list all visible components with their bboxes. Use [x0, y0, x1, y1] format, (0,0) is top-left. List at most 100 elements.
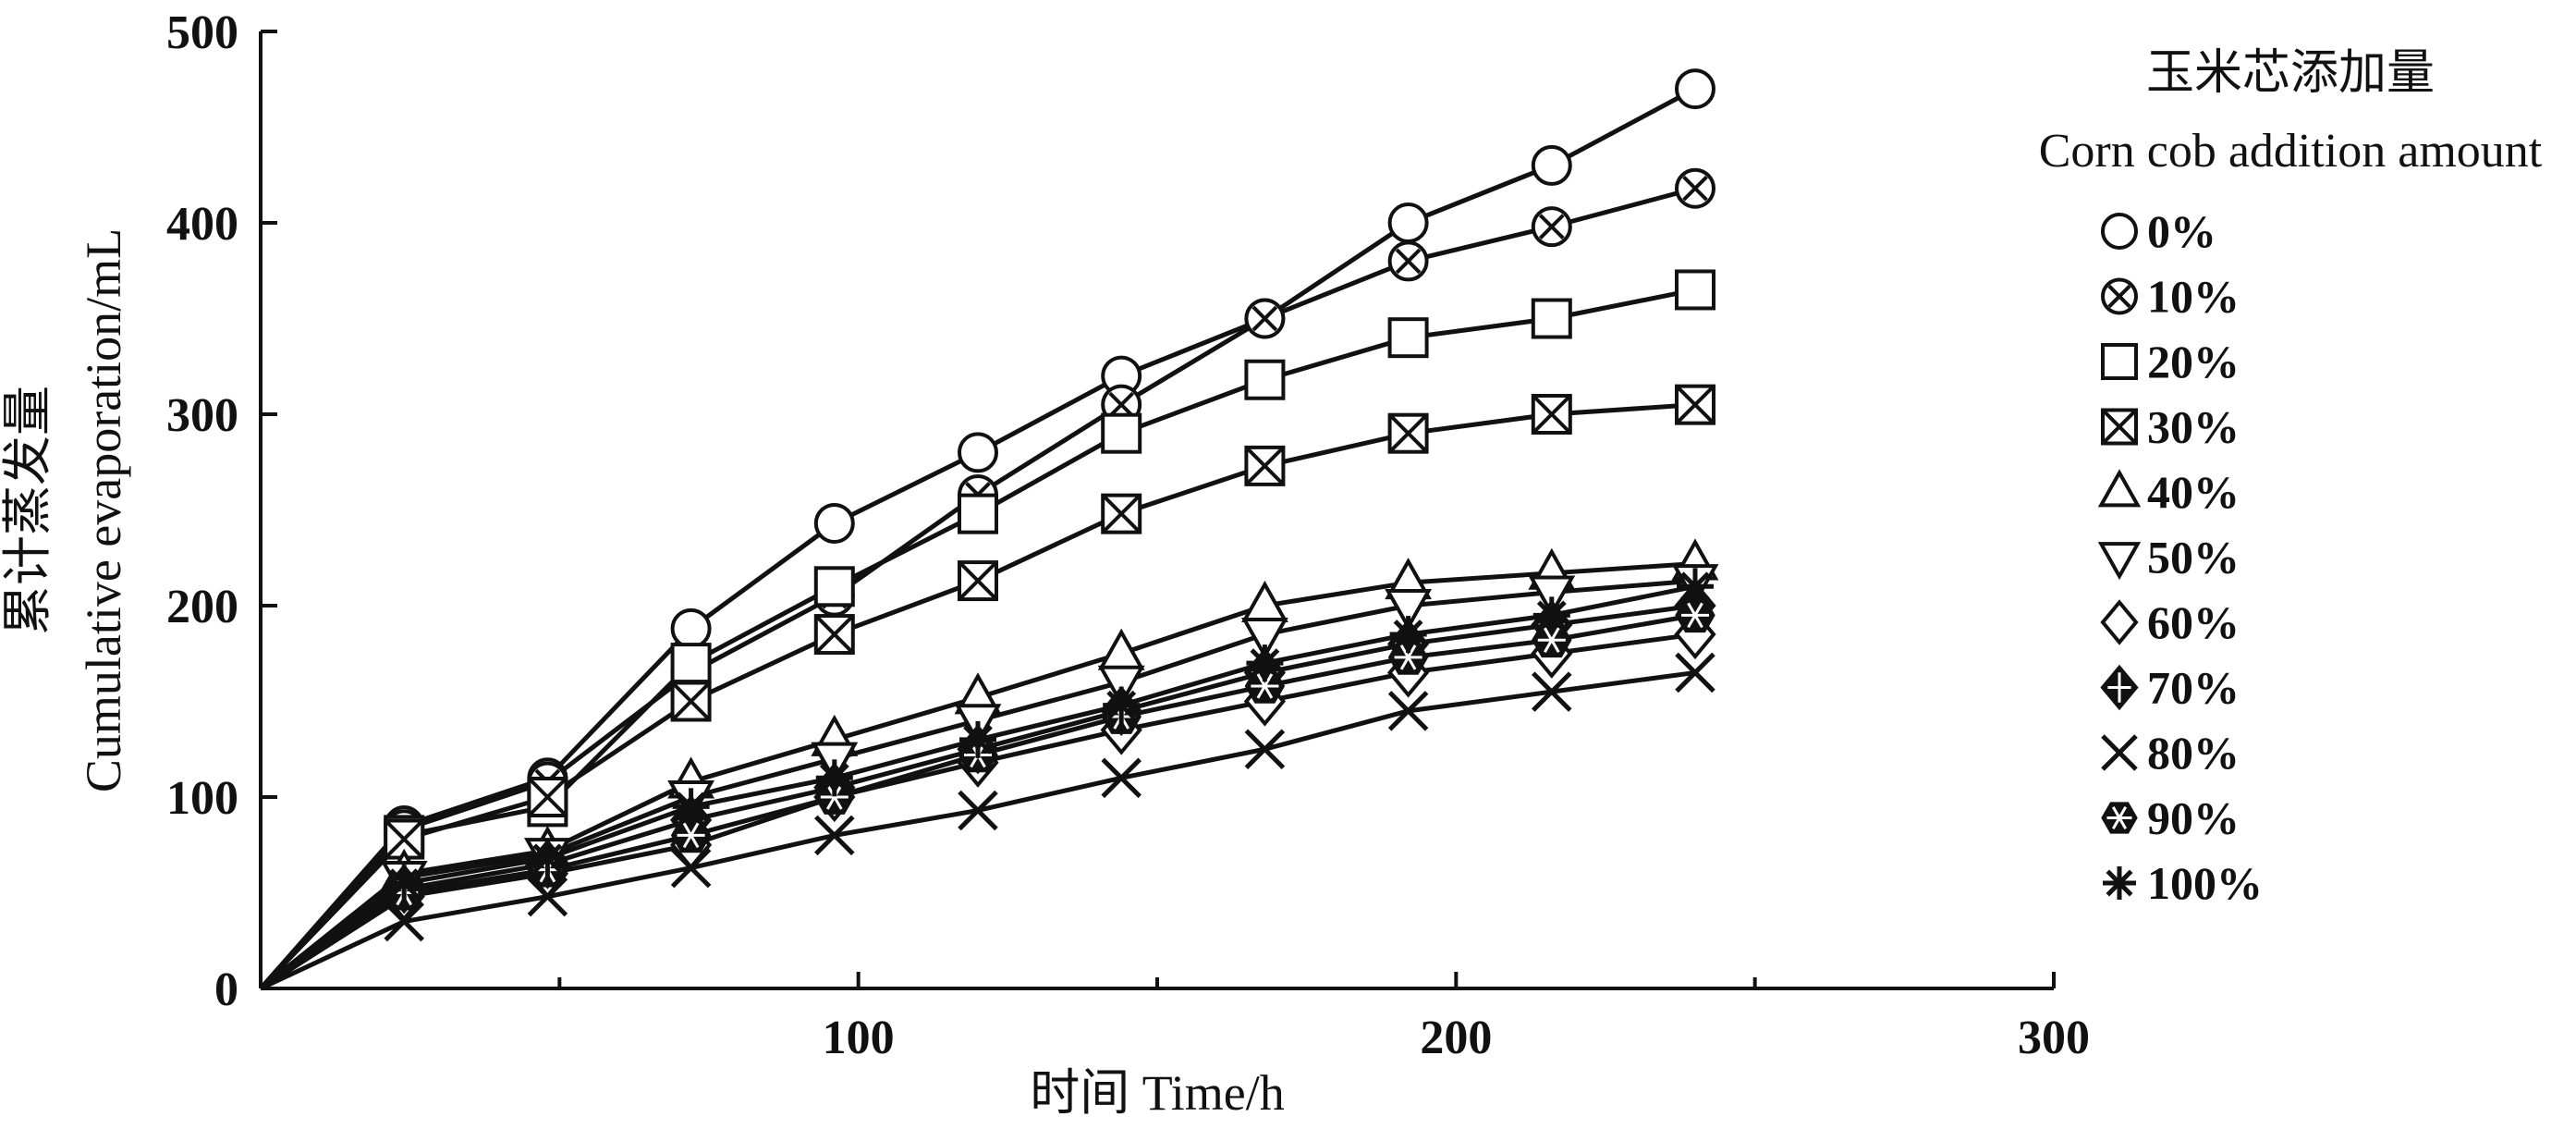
data-point-80pct	[1244, 729, 1286, 770]
data-point-30pct	[1101, 493, 1142, 534]
legend-label: 30%	[2147, 401, 2240, 453]
legend-marker-60pct	[2100, 599, 2139, 645]
y-axis-title-en: Cumulative evaporation/mL	[76, 228, 131, 792]
data-point-100pct	[385, 865, 423, 902]
data-point-50pct	[1528, 575, 1576, 618]
legend-marker-30pct	[2101, 408, 2138, 446]
legend-label: 80%	[2147, 727, 2240, 779]
series-50pct	[259, 564, 1719, 990]
data-point-20pct	[1531, 298, 1572, 339]
legend-item-90pct: 90%	[2101, 792, 2240, 844]
data-point-30pct	[670, 681, 712, 722]
legend-title-cn: 玉米芯添加量	[2146, 47, 2435, 100]
legend-label: 60%	[2147, 596, 2240, 648]
data-point-10pct	[1675, 167, 1715, 209]
y-tick-label: 100	[166, 772, 238, 825]
legend-marker-0pct	[2101, 213, 2138, 250]
data-point-30pct	[1531, 394, 1572, 435]
legend-marker-10pct	[2101, 277, 2138, 315]
series-100pct	[259, 568, 1714, 991]
data-point-100pct	[1532, 596, 1570, 634]
y-tick-label: 200	[166, 581, 238, 633]
legend-item-10pct: 10%	[2101, 271, 2240, 323]
data-point-0pct	[1531, 144, 1572, 186]
x-tick-label: 100	[823, 1012, 895, 1064]
data-point-80pct	[1532, 671, 1572, 712]
y-tick-label: 300	[166, 389, 238, 442]
data-point-0pct	[813, 502, 855, 544]
data-point-0pct	[1675, 68, 1715, 110]
series-90pct	[259, 597, 1715, 991]
legend-label: 50%	[2147, 532, 2240, 583]
legend-label: 10%	[2147, 271, 2240, 323]
data-point-80pct	[814, 815, 855, 856]
data-point-100pct	[1677, 568, 1714, 606]
legend-marker-50pct	[2097, 542, 2142, 581]
legend-label: 40%	[2147, 466, 2240, 518]
legend-item-30pct: 30%	[2101, 401, 2240, 453]
data-point-90pct	[1675, 597, 1715, 633]
data-point-10pct	[1244, 298, 1286, 339]
data-point-30pct	[813, 614, 855, 656]
legend-marker-100pct	[2103, 866, 2136, 900]
data-point-20pct	[670, 643, 712, 684]
data-point-100pct	[1389, 616, 1427, 654]
data-point-100pct	[1103, 686, 1141, 724]
data-point-30pct	[527, 777, 568, 817]
y-axis-title-cn: 累计蒸发量	[0, 386, 55, 635]
series-line-0pct	[259, 86, 1697, 990]
legend-item-70pct: 70%	[2100, 662, 2240, 714]
legend-item-60pct: 60%	[2100, 596, 2240, 648]
data-point-80pct	[670, 847, 712, 889]
legend-item-100pct: 100%	[2103, 857, 2263, 909]
axes: 0 100 200 300 400 500 100 200 300	[166, 6, 2090, 1064]
data-point-20pct	[813, 566, 855, 607]
legend-item-80pct: 80%	[2101, 727, 2240, 779]
y-axis-title: 累计蒸发量 Cumulative evaporation/mL	[0, 228, 131, 792]
data-point-100pct	[672, 788, 710, 826]
legend-marker-20pct	[2101, 343, 2138, 380]
data-point-20pct	[1244, 359, 1286, 400]
legend-marker-80pct	[2101, 734, 2138, 771]
data-point-10pct	[1531, 206, 1572, 248]
legend-item-0pct: 0%	[2101, 205, 2216, 257]
data-point-50pct	[1240, 618, 1288, 660]
data-point-90pct	[670, 817, 712, 853]
data-point-10pct	[1387, 240, 1429, 282]
data-point-80pct	[527, 876, 568, 917]
legend-marker-90pct	[2101, 802, 2138, 834]
data-point-20pct	[1387, 317, 1429, 359]
legend-title-en: Corn cob addition amount	[2039, 125, 2543, 178]
legend-label: 70%	[2147, 662, 2240, 714]
x-tick-label: 300	[2018, 1012, 2090, 1064]
data-point-50pct	[1385, 589, 1433, 632]
data-point-80pct	[958, 790, 998, 831]
series-30pct	[259, 384, 1715, 990]
legend-label: 90%	[2147, 792, 2240, 844]
data-point-20pct	[1675, 269, 1715, 311]
data-series	[259, 68, 1719, 991]
y-tick-label: 0	[214, 963, 238, 1016]
legend-item-20pct: 20%	[2101, 336, 2240, 387]
x-tick-label: 200	[1420, 1012, 1492, 1064]
data-point-80pct	[1675, 652, 1715, 693]
data-point-100pct	[815, 759, 853, 797]
legend-item-40pct: 40%	[2097, 466, 2240, 518]
data-point-20pct	[958, 493, 998, 534]
data-point-30pct	[1244, 445, 1286, 486]
series-70pct	[259, 580, 1716, 991]
data-point-100pct	[959, 720, 996, 758]
data-point-0pct	[670, 607, 712, 649]
legend-label: 0%	[2147, 205, 2216, 257]
data-point-30pct	[958, 560, 998, 602]
data-point-80pct	[384, 901, 424, 942]
y-ticks: 0 100 200 300 400 500	[166, 6, 277, 1016]
legend-items: 0% 10% 20% 30% 40% 50% 60% 70% 80% 90% 100%	[2097, 205, 2263, 909]
x-ticks: 100 200 300	[557, 972, 2090, 1064]
x-axis-title: 时间 Time/h	[1030, 1065, 1285, 1121]
legend-marker-40pct	[2097, 469, 2142, 508]
y-tick-label: 400	[166, 198, 238, 251]
legend-item-50pct: 50%	[2097, 532, 2240, 583]
